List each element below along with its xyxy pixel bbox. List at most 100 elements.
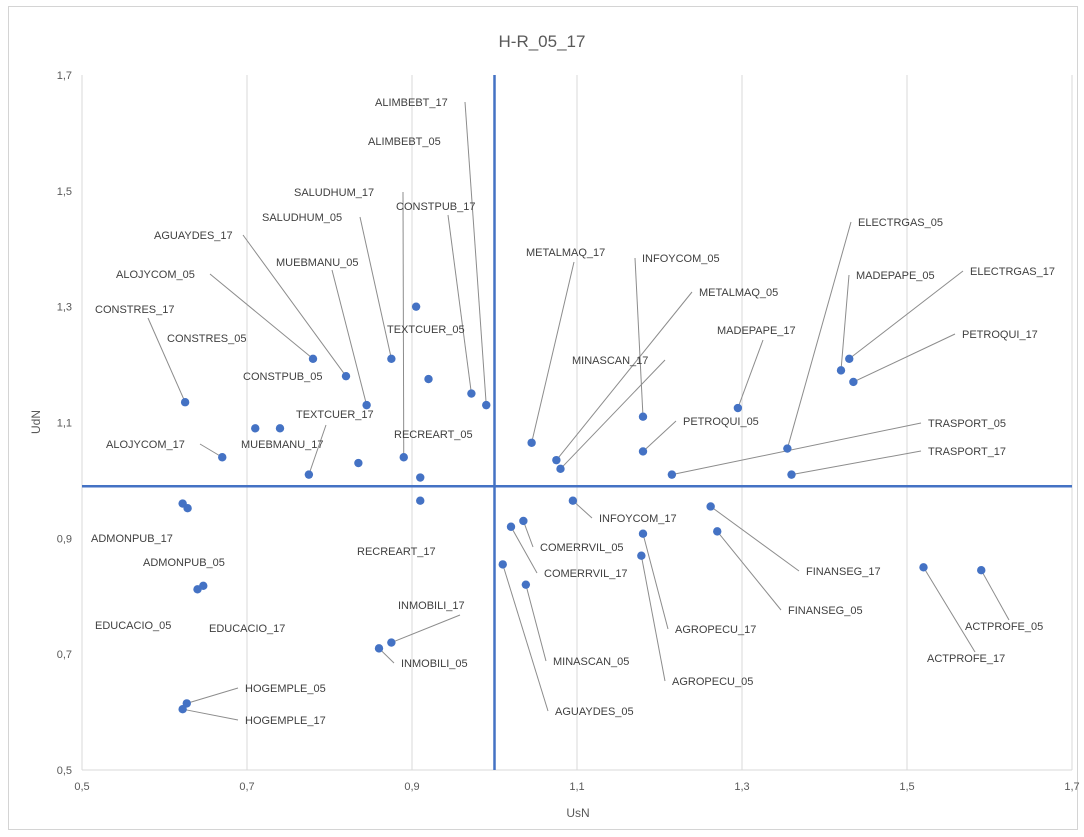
label-leader-line <box>402 191 405 458</box>
data-label: MADEPAPE_05 <box>856 270 935 282</box>
label-leader-line <box>199 443 223 458</box>
label-leader-line <box>634 257 644 417</box>
data-label: EDUCACIO_05 <box>95 620 171 632</box>
data-label: TEXTCUER_17 <box>296 409 374 421</box>
label-leader-line <box>791 450 922 476</box>
data-label: SALUDHUM_05 <box>262 212 342 224</box>
data-point <box>977 565 986 575</box>
data-point <box>787 470 796 479</box>
label-leader-line <box>555 291 693 461</box>
data-point <box>638 447 648 456</box>
data-label: AGUAYDES_05 <box>555 706 634 718</box>
label-leader-line <box>502 564 549 712</box>
data-point <box>849 377 858 387</box>
data-point <box>498 560 507 569</box>
x-axis-title: UsN <box>566 806 589 820</box>
data-point <box>387 638 396 647</box>
y-tick-label: 0,7 <box>57 649 72 661</box>
data-label: METALMAQ_17 <box>526 247 605 259</box>
data-label: MUEBMANU_05 <box>276 257 359 269</box>
label-leader-line <box>642 420 677 452</box>
data-label: ACTPROFE_17 <box>927 653 1005 665</box>
data-label: ADMONPUB_05 <box>143 557 225 569</box>
x-tick-label: 0,5 <box>74 781 89 793</box>
label-leader-line <box>510 526 538 574</box>
data-label: AGROPECU_05 <box>672 676 753 688</box>
label-leader-line <box>531 261 575 443</box>
y-tick-label: 1,5 <box>57 186 72 198</box>
y-tick-label: 1,3 <box>57 302 72 314</box>
data-label: ELECTRGAS_05 <box>858 217 943 229</box>
data-label: FINANSEG_17 <box>806 566 881 578</box>
data-points <box>178 302 986 714</box>
y-tick-label: 0,5 <box>57 765 72 777</box>
data-point <box>399 453 408 462</box>
data-point <box>304 470 314 479</box>
data-point <box>519 516 528 526</box>
data-label: HOGEMPLE_05 <box>245 683 326 695</box>
label-leader-line <box>525 584 547 662</box>
data-label: HOGEMPLE_17 <box>245 715 326 727</box>
data-point <box>251 424 260 433</box>
data-point <box>180 398 190 407</box>
label-leader-line <box>242 234 347 377</box>
label-leader-line <box>147 317 186 403</box>
data-label: ADMONPUB_17 <box>91 533 173 545</box>
data-label: INMOBILI_05 <box>401 658 468 670</box>
label-leader-line <box>980 569 1010 621</box>
data-point <box>836 366 846 375</box>
label-leader-line <box>572 500 593 519</box>
data-point <box>354 458 363 468</box>
label-leader-line <box>671 422 922 476</box>
label-leader-line <box>848 270 964 360</box>
data-label: RECREART_17 <box>357 546 436 558</box>
data-label: TRASPORT_17 <box>928 446 1006 458</box>
data-label: AGUAYDES_17 <box>154 230 233 242</box>
data-point <box>733 403 743 413</box>
data-label: COMERRVIL_17 <box>544 568 628 580</box>
data-label: INFOYCOM_05 <box>642 253 720 265</box>
data-point <box>482 400 491 410</box>
label-leader-line <box>331 269 368 406</box>
data-point <box>218 453 227 462</box>
data-label: ALOJYCOM_17 <box>106 439 185 451</box>
data-label: CONSTRES_05 <box>167 333 246 345</box>
data-point <box>467 389 476 398</box>
data-label: TEXTCUER_05 <box>387 324 465 336</box>
data-label: ALIMBEBT_05 <box>368 136 441 148</box>
label-leader-line <box>853 333 956 383</box>
axis-ticks: 0,5 0,7 0,9 1,1 1,3 1,5 1,7 0,5 0,7 0,9 1,1 1,3 1,5 1… <box>57 70 1080 793</box>
label-leader-line <box>716 531 782 611</box>
data-label: ACTPROFE_05 <box>965 621 1043 633</box>
data-point <box>667 470 677 479</box>
data-label: CONSTPUB_17 <box>396 201 475 213</box>
data-point <box>638 412 648 421</box>
data-point <box>919 563 928 572</box>
x-tick-label: 1,5 <box>899 781 914 793</box>
label-leader-line <box>182 708 239 721</box>
label-leader-line <box>786 221 852 449</box>
label-leader-line <box>308 424 327 475</box>
data-point <box>308 354 318 363</box>
data-label: MINASCAN_05 <box>553 656 629 668</box>
data-point <box>556 464 565 474</box>
x-tick-label: 1,3 <box>734 781 749 793</box>
data-label: SALUDHUM_17 <box>294 187 374 199</box>
data-point <box>713 527 722 536</box>
x-tick-label: 0,7 <box>239 781 254 793</box>
data-label: METALMAQ_05 <box>699 287 778 299</box>
label-leader-line <box>840 274 850 371</box>
label-leader-line <box>923 567 976 653</box>
label-leader-line <box>640 555 666 682</box>
x-tick-label: 0,9 <box>404 781 419 793</box>
label-leader-line <box>186 687 239 704</box>
label-leader-line <box>560 359 666 470</box>
data-label: ELECTRGAS_17 <box>970 266 1055 278</box>
data-point <box>638 529 648 538</box>
label-leader-line <box>464 101 487 406</box>
label-leader-line <box>522 520 534 548</box>
label-leader-line <box>710 506 800 572</box>
chart-title: H-R_05_17 <box>499 32 586 51</box>
data-label: PETROQUI_05 <box>683 416 759 428</box>
